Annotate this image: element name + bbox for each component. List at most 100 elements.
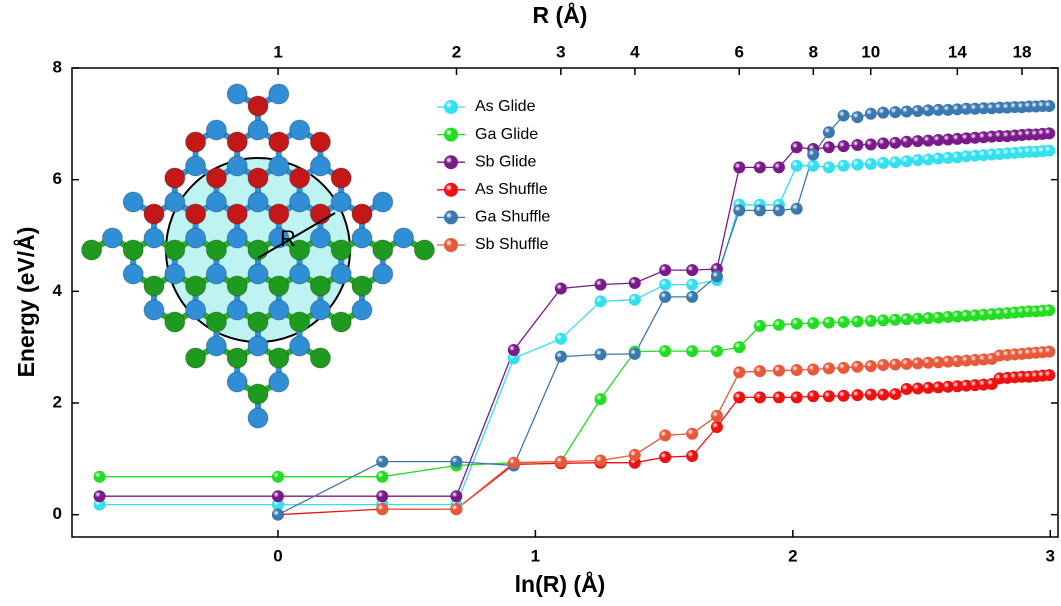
atom bbox=[164, 263, 186, 285]
atom bbox=[81, 239, 103, 261]
atom bbox=[205, 167, 227, 189]
atom bbox=[143, 203, 165, 225]
atom bbox=[309, 227, 331, 249]
y-tick-label: 6 bbox=[53, 169, 62, 188]
atom bbox=[268, 83, 290, 105]
atom bbox=[351, 203, 373, 225]
data-point bbox=[822, 161, 835, 174]
data-point bbox=[877, 156, 890, 169]
atom bbox=[185, 347, 207, 369]
legend-marker bbox=[444, 155, 458, 170]
data-point bbox=[772, 161, 785, 174]
x2-tick-label: 2 bbox=[452, 42, 461, 61]
x2-tick-label: 10 bbox=[861, 42, 880, 61]
data-point bbox=[271, 470, 284, 483]
data-point bbox=[376, 490, 389, 503]
data-point bbox=[733, 391, 746, 404]
data-point bbox=[960, 379, 973, 392]
data-point bbox=[594, 278, 607, 291]
data-point bbox=[851, 315, 864, 328]
data-point bbox=[659, 429, 672, 442]
data-point bbox=[376, 470, 389, 483]
atom bbox=[164, 239, 186, 261]
annotation: R bbox=[280, 226, 296, 251]
data-point bbox=[628, 448, 641, 461]
atom bbox=[309, 275, 331, 297]
atom bbox=[247, 95, 269, 117]
atom bbox=[268, 275, 290, 297]
data-point bbox=[889, 106, 902, 119]
data-point bbox=[450, 503, 463, 516]
atom bbox=[289, 335, 311, 357]
data-point bbox=[628, 276, 641, 289]
atom bbox=[372, 239, 394, 261]
atom bbox=[268, 155, 290, 177]
data-point bbox=[851, 158, 864, 171]
atom bbox=[289, 263, 311, 285]
data-point bbox=[851, 389, 864, 402]
data-point bbox=[942, 151, 955, 164]
inset-structure: R bbox=[81, 83, 435, 429]
data-point bbox=[686, 450, 699, 463]
atom bbox=[393, 227, 415, 249]
data-point bbox=[271, 490, 284, 503]
x-axis-title: ln(R) (Å) bbox=[515, 570, 606, 597]
data-point bbox=[710, 270, 723, 283]
atom bbox=[205, 335, 227, 357]
x2-tick-label: 1 bbox=[273, 42, 282, 61]
atom bbox=[289, 311, 311, 333]
data-point bbox=[837, 361, 850, 374]
data-point bbox=[837, 159, 850, 172]
atom bbox=[205, 263, 227, 285]
data-point bbox=[376, 503, 389, 516]
data-point bbox=[93, 490, 106, 503]
data-point bbox=[822, 362, 835, 375]
data-point bbox=[594, 295, 607, 308]
atom bbox=[289, 167, 311, 189]
data-point bbox=[864, 360, 877, 373]
atom bbox=[185, 131, 207, 153]
data-point bbox=[772, 318, 785, 331]
atom bbox=[226, 83, 248, 105]
atom bbox=[226, 299, 248, 321]
data-point bbox=[93, 498, 106, 511]
data-point bbox=[554, 332, 567, 345]
atom bbox=[330, 239, 352, 261]
atom bbox=[185, 299, 207, 321]
data-point bbox=[772, 391, 785, 404]
atom bbox=[226, 155, 248, 177]
atom bbox=[330, 167, 352, 189]
atom bbox=[164, 191, 186, 213]
atom bbox=[268, 371, 290, 393]
data-point bbox=[686, 278, 699, 291]
atom bbox=[247, 167, 269, 189]
atom bbox=[205, 239, 227, 261]
data-point bbox=[554, 455, 567, 468]
data-point bbox=[932, 381, 945, 394]
data-point bbox=[1043, 345, 1056, 358]
data-point bbox=[922, 153, 935, 166]
data-point bbox=[900, 313, 913, 326]
data-point bbox=[877, 314, 890, 327]
data-point bbox=[960, 309, 973, 322]
data-point bbox=[889, 156, 902, 169]
atom bbox=[413, 239, 435, 261]
plot-frame bbox=[71, 67, 1059, 538]
atom bbox=[205, 191, 227, 213]
atom bbox=[226, 371, 248, 393]
atom bbox=[268, 347, 290, 369]
data-point bbox=[951, 380, 964, 393]
atom bbox=[247, 383, 269, 405]
data-point bbox=[753, 204, 766, 217]
data-point bbox=[686, 427, 699, 440]
atom bbox=[268, 203, 290, 225]
data-point bbox=[932, 134, 945, 147]
data-point bbox=[772, 204, 785, 217]
data-point bbox=[710, 345, 723, 358]
atom bbox=[205, 311, 227, 333]
data-point bbox=[889, 388, 902, 401]
atom bbox=[226, 347, 248, 369]
y-tick-label: 8 bbox=[53, 57, 62, 76]
data-point bbox=[686, 264, 699, 277]
atom bbox=[205, 119, 227, 141]
